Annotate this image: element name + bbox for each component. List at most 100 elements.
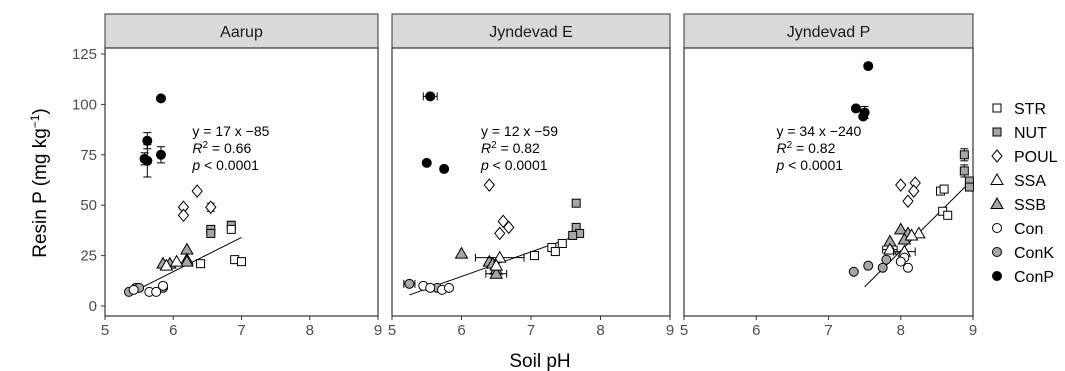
legend-item-conk: ConK: [992, 245, 1054, 262]
data-point-ssa: [883, 242, 897, 255]
data-point-ssb: [180, 254, 194, 267]
y-axis-title-close: ): [30, 108, 51, 114]
data-point-conp: [850, 103, 861, 114]
y-tick-label: 0: [89, 298, 97, 315]
data-point-con: [443, 282, 454, 293]
data-point-conp: [425, 91, 436, 102]
data-point-conk: [404, 278, 415, 289]
data-point-ssa: [489, 258, 504, 271]
x-tick-label: 6: [752, 322, 760, 339]
data-point-conp: [142, 135, 153, 146]
data-point-con: [902, 262, 913, 273]
data-point-str: [943, 210, 953, 220]
legend-item-str: STR: [992, 101, 1046, 118]
legend-label: POUL: [1014, 149, 1058, 166]
data-point-ssa: [159, 258, 174, 271]
legend-label: STR: [1014, 101, 1046, 118]
panel-border: [683, 47, 974, 317]
y-axis-title-main: Resin P (mg kg: [30, 128, 51, 258]
data-point-poul: [191, 184, 203, 198]
data-point-ssb: [180, 242, 194, 255]
data-point-str: [550, 247, 560, 257]
y-tick-label: 125: [72, 46, 97, 63]
data-point-poul: [483, 178, 495, 192]
panel-border: [391, 47, 671, 317]
regression-equation: y = 17 x −85: [192, 123, 269, 139]
data-point-str: [557, 239, 567, 249]
legend-item-poul: POUL: [991, 149, 1058, 166]
legend-label: ConP: [1014, 269, 1054, 286]
x-tick-label: 9: [969, 322, 977, 339]
data-point-conp: [142, 155, 153, 166]
data-point-conp: [421, 157, 432, 168]
data-point-conk: [863, 260, 874, 271]
p-value-label: p < 0.0001: [775, 157, 843, 173]
x-tick-label: 6: [169, 322, 177, 339]
data-point-ssb: [454, 246, 469, 259]
panel-strip: [683, 13, 974, 49]
x-tick-label: 9: [666, 322, 674, 339]
data-point-str: [939, 184, 949, 194]
panel-strip: [104, 13, 379, 49]
data-point-poul: [177, 208, 190, 223]
legend-key-conk: [992, 247, 1002, 257]
data-point-str: [529, 251, 539, 261]
y-tick-label: 75: [80, 147, 97, 164]
data-point-nut: [568, 230, 578, 240]
data-point-con: [151, 286, 162, 297]
data-point-conk: [848, 266, 859, 277]
data-point-ssa: [492, 250, 507, 263]
p-value-label: p < 0.0001: [191, 157, 259, 173]
panel-title: Aarup: [220, 24, 263, 41]
data-point-ssb: [893, 222, 908, 235]
x-axis-title: Soil pH: [509, 351, 570, 371]
x-tick-label: 5: [101, 322, 109, 339]
data-point-poul: [205, 200, 217, 214]
legend-key-str: [992, 103, 1002, 113]
data-point-ssa: [911, 226, 926, 239]
x-tick-label: 8: [596, 322, 604, 339]
legend-label: Con: [1014, 221, 1043, 238]
data-point-conp: [858, 111, 869, 122]
x-tick-label: 9: [374, 322, 382, 339]
x-tick-label: 5: [680, 322, 688, 339]
legend-label: SSB: [1014, 197, 1046, 214]
data-point-poul: [494, 226, 506, 241]
legend-key-con: [992, 223, 1002, 233]
x-tick-label: 5: [388, 322, 396, 339]
r-squared-label: R2 = 0.66: [192, 140, 251, 157]
data-point-nut: [964, 182, 974, 192]
y-axis: 0 25 50 75 100 125: [72, 46, 105, 315]
x-tick-label: 8: [306, 322, 314, 339]
legend-item-nut: NUT: [992, 125, 1047, 142]
y-tick-label: 50: [80, 197, 97, 214]
data-point-conk: [881, 254, 892, 265]
legend-key-nut: [992, 127, 1002, 137]
y-tick-label: 100: [72, 96, 97, 113]
data-point-nut: [571, 198, 581, 208]
x-tick-label: 7: [527, 322, 535, 339]
legend-label: ConK: [1014, 245, 1054, 262]
panel-title: Jyndevad E: [489, 24, 573, 41]
legend: STR NUT POUL SSA SSB Con ConK ConP: [990, 101, 1058, 286]
legend-item-ssa: SSA: [990, 172, 1046, 190]
data-point-nut: [959, 150, 969, 160]
regression-equation: y = 34 x −240: [776, 123, 861, 139]
data-point-str: [237, 257, 246, 267]
legend-item-ssb: SSB: [990, 196, 1046, 214]
data-point-nut: [959, 166, 969, 176]
regression-equation: y = 12 x −59: [481, 123, 558, 139]
panel-border: [104, 47, 379, 317]
data-point-poul: [895, 178, 907, 192]
p-value-label: p < 0.0001: [480, 157, 548, 173]
data-point-con: [425, 282, 436, 293]
data-point-ssb: [489, 266, 504, 279]
data-point-con: [158, 280, 169, 291]
x-tick-label: 7: [237, 322, 245, 339]
legend-key-ssa: [990, 172, 1004, 185]
legend-label: SSA: [1014, 173, 1046, 190]
data-point-conp: [863, 61, 874, 72]
